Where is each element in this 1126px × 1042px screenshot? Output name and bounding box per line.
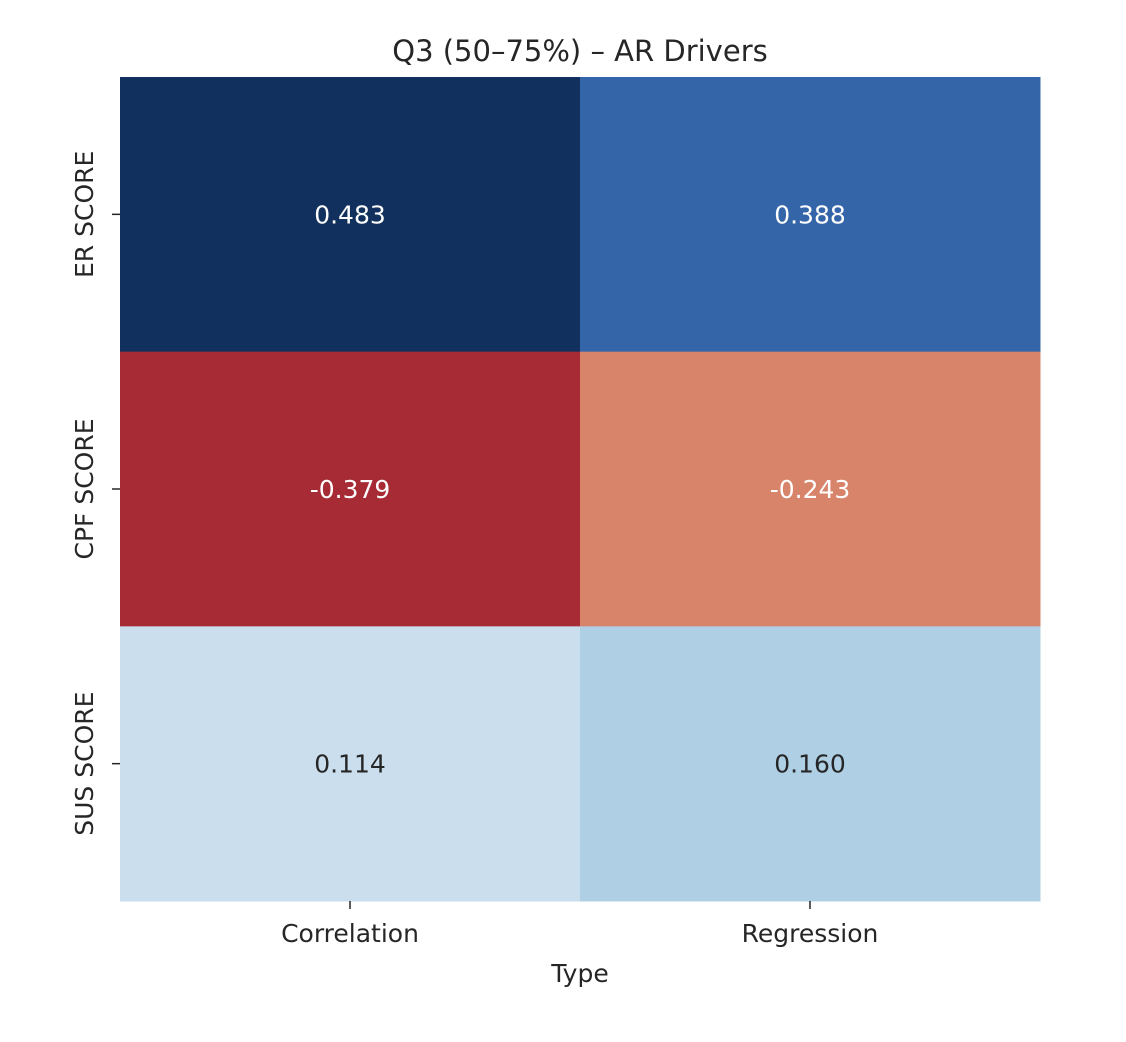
cell-value-label: 0.483: [314, 200, 386, 229]
x-axis-label: Type: [550, 959, 608, 988]
y-tick-label: CPF SCORE: [70, 418, 99, 559]
cell-value-label: 0.114: [314, 750, 386, 779]
heatmap-cell: [580, 626, 1041, 902]
heatmap-cell: [580, 351, 1041, 627]
axis-ticks: Correlation Regression ER SCORE CPF SCORE SU…: [70, 151, 878, 948]
x-tick-label: Regression: [742, 919, 879, 948]
y-tick-label: ER SCORE: [70, 151, 99, 278]
cell-value-label: 0.388: [774, 200, 846, 229]
cell-value-label: -0.379: [310, 475, 391, 504]
chart-title: Q3 (50–75%) – AR Drivers: [392, 34, 767, 68]
heatmap-cell: [120, 77, 581, 353]
cell-value-label: 0.160: [774, 750, 846, 779]
heatmap-cell: [120, 351, 581, 627]
cell-value-label: -0.243: [770, 475, 851, 504]
heatmap-cell: [580, 77, 1041, 353]
heatmap-cell: [120, 626, 581, 902]
x-tick-label: Correlation: [281, 919, 419, 948]
heatmap-cells: 0.483 0.388 -0.379 -0.243 0.114 0.160: [120, 77, 1041, 902]
y-tick-label: SUS SCORE: [70, 692, 99, 836]
